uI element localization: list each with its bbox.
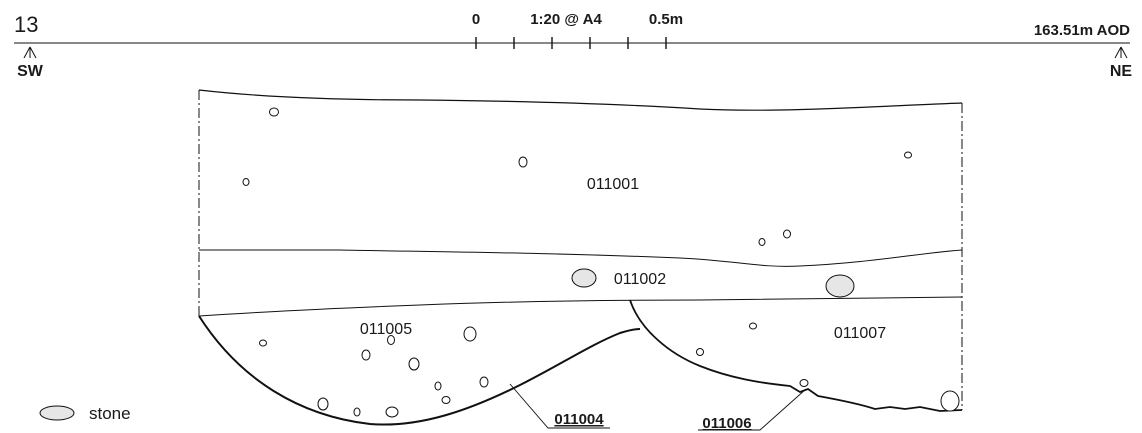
stone — [783, 229, 791, 239]
stone — [259, 339, 267, 347]
leader-011004 — [509, 383, 610, 429]
stone — [317, 397, 329, 411]
orientation-right-label: NE — [1110, 63, 1133, 80]
orientation-marker-right — [1114, 46, 1128, 59]
cut-label: 011004 — [554, 411, 604, 428]
stone — [387, 335, 395, 345]
orientation-left-label: SW — [17, 63, 44, 80]
stone — [269, 107, 279, 117]
legend-stone-swatch — [39, 405, 75, 421]
stone — [434, 381, 442, 391]
stone — [361, 349, 371, 361]
horizon-boundary-lower — [198, 296, 963, 317]
stone — [441, 396, 451, 404]
context-label: 011001 — [587, 176, 639, 193]
stone — [825, 274, 855, 298]
stone — [479, 376, 489, 388]
context-label: 011007 — [834, 325, 886, 342]
section-number: 13 — [14, 12, 38, 37]
scale-start-label: 0 — [472, 11, 480, 28]
horizon-boundary-upper — [199, 249, 963, 267]
leader-011006 — [698, 388, 807, 431]
stone — [353, 407, 361, 417]
stone — [749, 322, 757, 330]
cut-label: 011006 — [702, 415, 751, 432]
stone — [385, 406, 399, 418]
stone — [758, 238, 766, 246]
datum-label: 163.51m AOD — [1034, 22, 1130, 39]
stone — [463, 326, 477, 342]
scale-ratio-label: 1:20 @ A4 — [530, 11, 602, 28]
orientation-marker-left — [23, 46, 37, 59]
context-label: 011002 — [614, 271, 666, 288]
stone — [696, 348, 704, 356]
stone — [242, 178, 250, 186]
context-label: 011005 — [360, 321, 412, 338]
stone — [571, 268, 597, 288]
stone — [408, 357, 420, 371]
legend-stone-label: stone — [89, 404, 131, 423]
ground-surface-line — [198, 89, 963, 111]
stone — [940, 390, 960, 412]
cut-011004-line — [198, 315, 641, 426]
legend: stone — [39, 404, 131, 423]
scale-bar — [475, 37, 667, 49]
stone — [904, 151, 912, 159]
stone — [799, 379, 809, 387]
stone — [518, 156, 528, 168]
cut-011006-line — [629, 299, 963, 412]
scale-end-label: 0.5m — [649, 11, 683, 28]
